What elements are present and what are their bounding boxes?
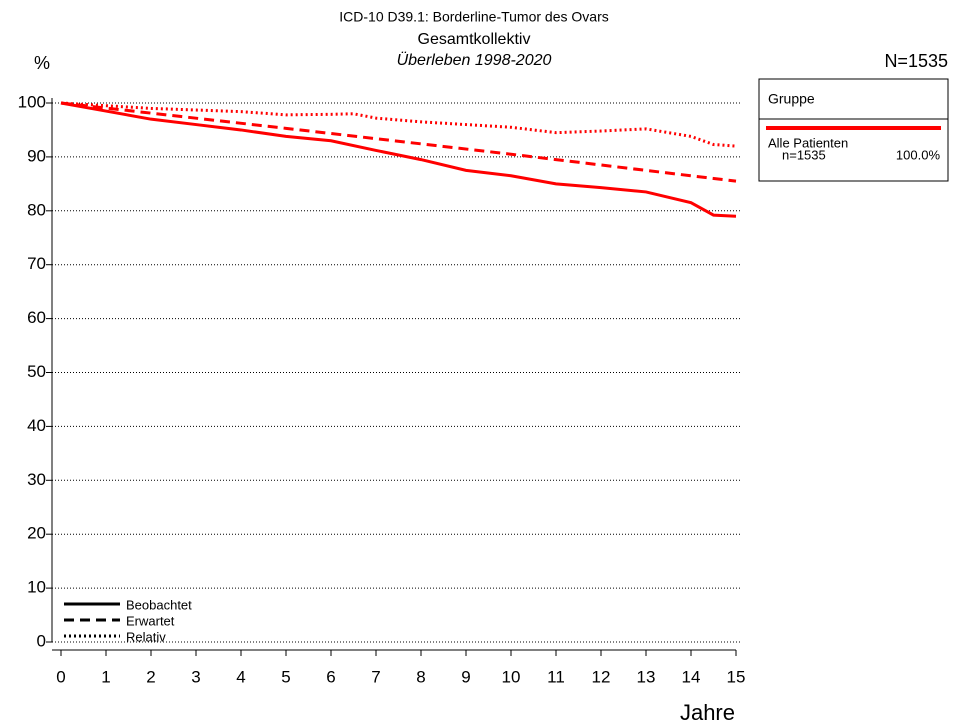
x-tick-label: 6 (326, 667, 335, 686)
x-tick-label: 10 (502, 667, 521, 686)
group-legend-title: Gruppe (768, 91, 815, 107)
x-tick-label: 11 (547, 667, 565, 686)
y-tick-label: 10 (27, 578, 46, 597)
x-tick-label: 1 (101, 667, 110, 686)
group-legend-box (758, 78, 949, 182)
survival-line (60, 101, 737, 218)
y-tick-label: 90 (27, 146, 46, 165)
y-tick-label: 40 (27, 416, 46, 435)
chart-subtitle: Überleben 1998-2020 (397, 51, 552, 69)
legend-label: Relativ (126, 629, 166, 644)
y-tick-label: 60 (27, 308, 46, 327)
y-tick-label: 50 (27, 362, 46, 381)
survival-line (60, 101, 737, 183)
x-tick-label: 7 (371, 667, 380, 686)
y-tick-label: 20 (27, 524, 46, 543)
x-tick-label: 8 (416, 667, 425, 686)
x-tick-label: 9 (461, 667, 470, 686)
x-tick-label: 15 (727, 667, 746, 686)
group-legend-percent: 100.0% (896, 147, 941, 162)
y-tick-label: 100 (18, 92, 46, 111)
x-axis-label: Jahre (680, 700, 735, 725)
x-tick-label: 5 (281, 667, 290, 686)
legend-label: Erwartet (126, 613, 175, 628)
x-tick-label: 14 (682, 667, 701, 686)
x-tick-label: 13 (637, 667, 656, 686)
group-legend-label: Alle Patienten (768, 135, 848, 150)
legend-label: Beobachtet (126, 597, 192, 612)
chart-title: ICD-10 D39.1: Borderline-Tumor des Ovars (339, 9, 608, 25)
y-tick-label: 80 (27, 200, 46, 219)
x-tick-label: 4 (236, 667, 245, 686)
group-legend-n: n=1535 (782, 147, 826, 162)
y-tick-label: 70 (27, 254, 46, 273)
y-tick-label: 0 (37, 631, 46, 650)
x-tick-label: 2 (146, 667, 155, 686)
y-axis-label: % (34, 53, 50, 73)
y-tick-label: 30 (27, 470, 46, 489)
x-tick-label: 12 (592, 667, 611, 686)
x-tick-label: 0 (56, 667, 65, 686)
n-total: N=1535 (884, 51, 948, 71)
survival-line (60, 101, 737, 148)
chart-subtitle: Gesamtkollektiv (418, 31, 531, 48)
x-tick-label: 3 (191, 667, 200, 686)
